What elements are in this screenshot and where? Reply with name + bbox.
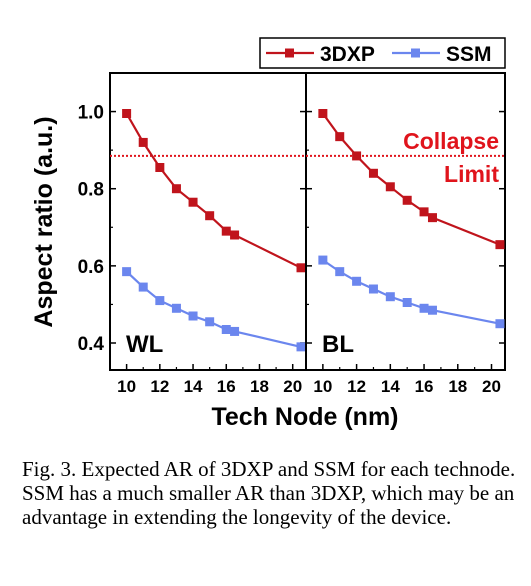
data-point-3dxp bbox=[296, 263, 306, 273]
series-line-3dxp bbox=[125, 112, 302, 269]
x-tick-label: 12 bbox=[347, 377, 366, 396]
data-point-3dxp bbox=[138, 137, 148, 147]
x-tick-label: 20 bbox=[283, 377, 302, 396]
data-point-3dxp bbox=[368, 168, 378, 178]
data-point-ssm bbox=[138, 282, 148, 292]
data-point-ssm bbox=[171, 303, 181, 313]
data-point-ssm bbox=[427, 305, 437, 315]
data-point-3dxp bbox=[495, 240, 505, 250]
data-point-ssm bbox=[205, 317, 215, 327]
data-point-ssm bbox=[221, 325, 231, 334]
data-point-3dxp bbox=[188, 197, 198, 207]
data-point-ssm bbox=[368, 284, 378, 294]
chart-panels: 10 12 14 16 18 20 0.4 0.6 0.8 1.0 WL 10 12 14 16 18 20 BL… bbox=[78, 72, 506, 396]
data-point-ssm bbox=[318, 255, 328, 265]
chart-legend: 3DXP SSM bbox=[259, 37, 506, 69]
x-tick-label: 20 bbox=[482, 377, 501, 396]
collapse-limit-label: Collapse bbox=[403, 128, 499, 154]
y-tick-label: 0.8 bbox=[78, 180, 104, 201]
data-point-3dxp bbox=[352, 151, 362, 161]
data-point-ssm bbox=[402, 298, 412, 307]
panel-wl: 10 12 14 16 18 20 0.4 0.6 0.8 1.0 WL bbox=[78, 72, 307, 396]
data-point-ssm bbox=[335, 267, 345, 277]
collapse-limit-label-line2: Limit bbox=[444, 161, 499, 187]
x-axis-label: Tech Node (nm) bbox=[211, 403, 398, 431]
data-point-3dxp bbox=[402, 195, 412, 205]
x-tick-label: 10 bbox=[313, 377, 332, 396]
data-point-3dxp bbox=[419, 207, 429, 217]
panel-frame bbox=[305, 72, 506, 371]
data-point-3dxp bbox=[230, 230, 240, 240]
y-tick-label: 0.6 bbox=[78, 257, 104, 278]
x-tick-label: 18 bbox=[448, 377, 467, 396]
aspect-ratio-chart: 10 12 14 16 18 20 0.4 0.6 0.8 1.0 WL 10 12 14 16 18 20 BL… bbox=[30, 37, 506, 431]
data-point-3dxp bbox=[171, 184, 181, 194]
x-tick-label: 16 bbox=[415, 377, 434, 396]
data-point-ssm bbox=[352, 276, 362, 286]
data-point-ssm bbox=[155, 296, 165, 306]
series-line-ssm bbox=[322, 259, 501, 325]
data-point-ssm bbox=[385, 292, 395, 302]
data-point-3dxp bbox=[385, 182, 395, 192]
data-point-ssm bbox=[495, 319, 505, 329]
legend-label-ssm: SSM bbox=[446, 43, 492, 66]
y-tick-label: 0.4 bbox=[78, 334, 105, 355]
data-point-ssm bbox=[122, 267, 132, 277]
data-point-ssm bbox=[188, 311, 198, 321]
legend-label-3dxp: 3DXP bbox=[320, 43, 375, 66]
data-point-3dxp bbox=[318, 109, 328, 118]
x-tick-label: 18 bbox=[250, 377, 269, 396]
x-tick-label: 10 bbox=[117, 377, 136, 396]
y-axis-label: Aspect ratio (a.u.) bbox=[30, 116, 58, 327]
y-tick-label: 1.0 bbox=[78, 103, 104, 124]
panel-bl: 10 12 14 16 18 20 BL bbox=[305, 72, 506, 396]
x-tick-label: 14 bbox=[381, 377, 400, 396]
panel-label: WL bbox=[126, 331, 163, 358]
data-point-3dxp bbox=[155, 163, 165, 172]
legend-marker-ssm bbox=[411, 48, 420, 58]
x-tick-label: 16 bbox=[217, 377, 236, 396]
data-point-3dxp bbox=[205, 211, 215, 221]
data-point-3dxp bbox=[335, 132, 345, 142]
data-point-ssm bbox=[230, 326, 240, 336]
x-tick-label: 12 bbox=[150, 377, 169, 396]
panel-label: BL bbox=[322, 331, 354, 358]
data-point-3dxp bbox=[122, 109, 132, 118]
figure-caption: Fig. 3. Expected AR of 3DXP and SSM for … bbox=[22, 457, 516, 529]
data-point-ssm bbox=[419, 303, 429, 313]
data-point-3dxp bbox=[427, 213, 437, 223]
legend-marker-3dxp bbox=[285, 48, 294, 58]
data-point-3dxp bbox=[221, 226, 231, 236]
x-tick-label: 14 bbox=[184, 377, 203, 396]
data-point-ssm bbox=[296, 342, 306, 352]
